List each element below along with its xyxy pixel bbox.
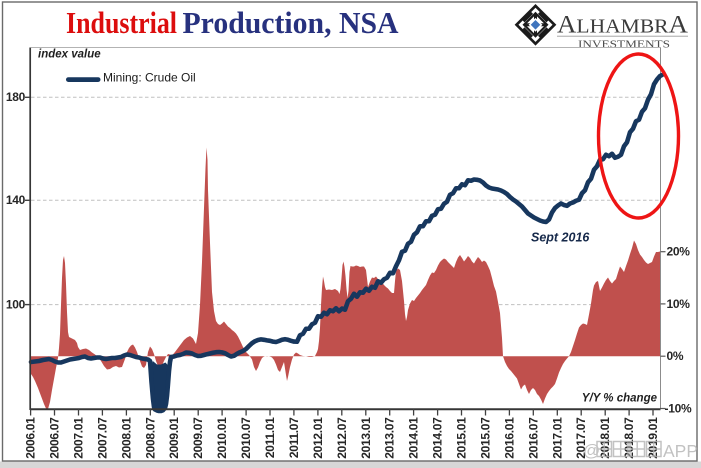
svg-text:APP: APP [663, 441, 698, 461]
svg-text:2012.01: 2012.01 [311, 417, 325, 459]
svg-text:2008.01: 2008.01 [119, 417, 133, 459]
svg-text:2016.01: 2016.01 [502, 417, 516, 459]
svg-text:100: 100 [6, 297, 26, 311]
svg-text:Industrial: Industrial [66, 5, 177, 40]
svg-text:@: @ [583, 441, 600, 460]
svg-text:2009.01: 2009.01 [167, 417, 181, 459]
svg-text:2018.01: 2018.01 [598, 417, 612, 459]
svg-text:2006.07: 2006.07 [48, 417, 62, 459]
svg-text:Production, NSA: Production, NSA [183, 5, 400, 40]
svg-text:2014.07: 2014.07 [431, 417, 445, 459]
svg-text:2006.01: 2006.01 [24, 417, 38, 459]
svg-text:140: 140 [6, 193, 26, 207]
svg-text:Mining: Crude Oil: Mining: Crude Oil [103, 71, 196, 85]
svg-text:index value: index value [38, 49, 101, 61]
svg-text:2008.07: 2008.07 [143, 417, 157, 459]
svg-text:2010.01: 2010.01 [215, 417, 229, 459]
svg-text:2015.01: 2015.01 [455, 417, 469, 459]
svg-text:2011.07: 2011.07 [287, 417, 301, 458]
svg-text:2017.01: 2017.01 [550, 417, 564, 459]
svg-text:2007.07: 2007.07 [95, 417, 109, 459]
svg-text:2007.01: 2007.01 [72, 417, 86, 459]
svg-text:20%: 20% [667, 245, 691, 259]
svg-text:Sept 2016: Sept 2016 [531, 231, 590, 245]
svg-text:Y/Y % change: Y/Y % change [582, 393, 658, 405]
svg-text:2017.07: 2017.07 [574, 417, 588, 459]
svg-text:2009.07: 2009.07 [191, 417, 205, 459]
svg-text:INVESTMENTS: INVESTMENTS [578, 39, 670, 51]
svg-text:0%: 0% [667, 349, 684, 363]
svg-text:2013.01: 2013.01 [359, 417, 373, 459]
svg-text:2015.07: 2015.07 [479, 417, 493, 459]
svg-text:2011.01: 2011.01 [263, 417, 277, 458]
svg-text:180: 180 [6, 90, 26, 104]
svg-text:2016.07: 2016.07 [526, 417, 540, 459]
svg-text:-10%: -10% [665, 402, 692, 416]
svg-text:2012.07: 2012.07 [335, 417, 349, 459]
svg-text:2013.07: 2013.07 [383, 417, 397, 459]
svg-text:2014.01: 2014.01 [407, 417, 421, 459]
svg-text:10%: 10% [667, 297, 691, 311]
svg-text:2010.07: 2010.07 [239, 417, 253, 459]
svg-text:2018.07: 2018.07 [622, 417, 636, 459]
